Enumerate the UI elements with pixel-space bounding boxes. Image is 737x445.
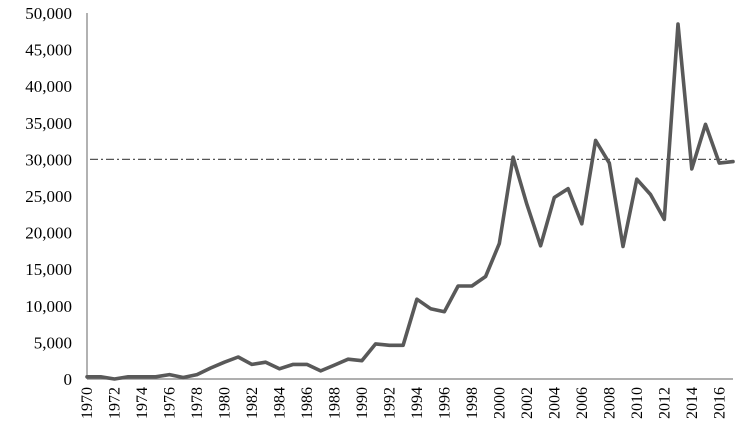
y-tick-label: 25,000 [25,187,72,206]
x-tick-label: 1994 [409,387,426,419]
x-tick-label: 1984 [271,387,288,419]
y-tick-label: 20,000 [25,224,72,243]
y-tick-label: 50,000 [25,4,72,23]
y-tick-label: 0 [64,370,73,389]
x-tick-label: 1974 [134,387,151,419]
y-axis-tick-labels: 0 5,000 10,000 15,000 20,000 25,000 30,000 35,0… [25,4,72,389]
y-tick-label: 5,000 [34,333,72,352]
y-tick-label: 15,000 [25,260,72,279]
x-tick-label: 2012 [656,387,673,419]
x-axis-tick-labels: 1970 1972 1974 1976 1978 1980 1982 1984 1986 1988… [79,387,728,419]
y-tick-label: 45,000 [25,41,72,60]
x-tick-label: 2014 [684,387,701,419]
x-tick-label: 1988 [326,387,343,419]
y-tick-label: 40,000 [25,77,72,96]
x-tick-label: 2008 [601,387,618,419]
series-group [85,22,735,381]
x-tick-label: 1972 [106,387,123,419]
axes [86,13,733,380]
x-tick-label: 1996 [436,387,453,419]
x-tick-label: 2010 [629,387,646,419]
x-tick-label: 1978 [189,387,206,419]
series-line [85,22,735,381]
x-tick-label: 2016 [711,387,728,419]
x-tick-label: 1976 [161,387,178,419]
x-tick-label: 1982 [244,387,261,419]
y-tick-label: 10,000 [25,297,72,316]
x-tick-label: 1998 [464,387,481,419]
y-tick-label: 35,000 [25,114,72,133]
x-tick-label: 1986 [299,387,316,419]
x-tick-label: 1992 [381,387,398,419]
x-tick-label: 2002 [519,387,536,419]
x-tick-label: 1990 [354,387,371,419]
x-tick-label: 2000 [491,387,508,419]
x-tick-label: 2004 [546,387,563,419]
x-tick-label: 2006 [574,387,591,419]
x-tick-label: 1980 [216,387,233,419]
y-tick-label: 30,000 [25,150,72,169]
x-tick-label: 1970 [79,387,96,419]
